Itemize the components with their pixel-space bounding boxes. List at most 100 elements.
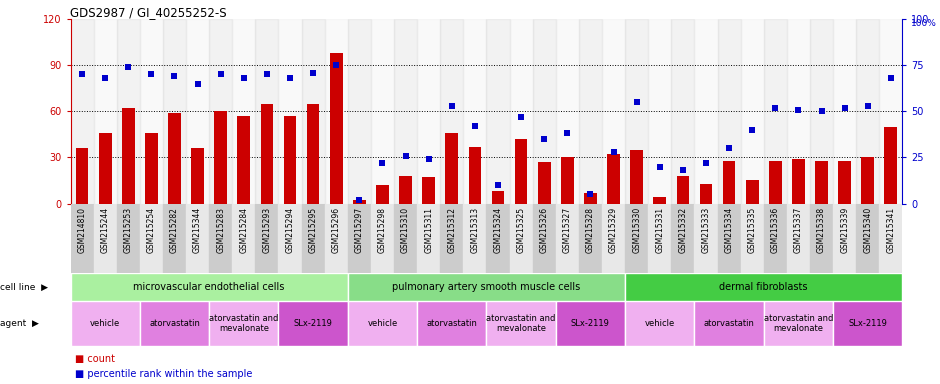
Bar (145, 133, 158, 204)
Text: GSM215335: GSM215335 (747, 207, 757, 253)
Bar (140, 204, 163, 273)
Point (513, 114, 528, 120)
Bar (168, 113, 180, 204)
Bar (607, 154, 619, 204)
Bar (214, 111, 227, 204)
Text: GSM215311: GSM215311 (424, 207, 433, 253)
Bar (306, 104, 320, 204)
Text: microvascular endothelial cells: microvascular endothelial cells (133, 282, 285, 292)
Bar (833, 19, 856, 204)
Text: 100%: 100% (911, 19, 936, 28)
Bar (509, 204, 533, 273)
Text: vehicle: vehicle (645, 319, 675, 328)
Bar (487, 204, 509, 273)
Text: GSM215298: GSM215298 (378, 207, 387, 253)
Bar (191, 148, 204, 204)
Text: cell line  ▶: cell line ▶ (0, 283, 48, 291)
Text: SLx-2119: SLx-2119 (848, 319, 887, 328)
Point (352, 197, 367, 203)
Text: GSM215340: GSM215340 (863, 207, 872, 253)
Bar (278, 204, 302, 273)
Bar (417, 19, 440, 204)
Bar (140, 301, 209, 346)
Bar (695, 204, 717, 273)
Point (652, 164, 667, 170)
Text: GSM215312: GSM215312 (447, 207, 456, 253)
Text: GSM215330: GSM215330 (633, 207, 641, 253)
Text: GSM215284: GSM215284 (240, 207, 248, 253)
Point (606, 149, 621, 155)
Bar (94, 19, 117, 204)
Bar (625, 204, 649, 273)
Bar (815, 161, 828, 204)
Point (698, 160, 713, 166)
Bar (533, 204, 556, 273)
Bar (833, 301, 902, 346)
Text: atorvastatin and
mevalonate: atorvastatin and mevalonate (486, 314, 556, 333)
Bar (400, 176, 412, 204)
Bar (256, 19, 278, 204)
Point (329, 62, 344, 68)
Point (213, 71, 228, 78)
Bar (792, 159, 805, 204)
Text: GDS2987 / GI_40255252-S: GDS2987 / GI_40255252-S (70, 6, 227, 19)
Bar (463, 19, 487, 204)
Bar (330, 53, 342, 204)
Bar (122, 108, 134, 204)
Text: GSM215325: GSM215325 (517, 207, 525, 253)
Point (190, 81, 205, 87)
Text: GSM215324: GSM215324 (494, 207, 503, 253)
Text: GSM215344: GSM215344 (193, 207, 202, 253)
Bar (561, 157, 573, 204)
Bar (579, 19, 602, 204)
Bar (653, 197, 666, 204)
Text: GSM215295: GSM215295 (308, 207, 318, 253)
Bar (631, 150, 643, 204)
Text: GSM215310: GSM215310 (401, 207, 410, 253)
Bar (394, 204, 417, 273)
Point (722, 145, 737, 151)
Point (421, 156, 436, 162)
Point (629, 99, 644, 105)
Bar (76, 148, 88, 204)
Bar (533, 19, 556, 204)
Text: ■ percentile rank within the sample: ■ percentile rank within the sample (75, 369, 253, 379)
Bar (838, 161, 851, 204)
Point (236, 75, 251, 81)
Text: SLx-2119: SLx-2119 (571, 319, 610, 328)
Bar (579, 204, 602, 273)
Bar (487, 301, 556, 346)
Text: atorvastatin: atorvastatin (704, 319, 755, 328)
Point (491, 182, 506, 188)
Text: atorvastatin and
mevalonate: atorvastatin and mevalonate (763, 314, 833, 333)
Bar (376, 185, 389, 204)
Text: GSM215339: GSM215339 (840, 207, 849, 253)
Bar (99, 133, 112, 204)
Text: GSM214810: GSM214810 (78, 207, 86, 253)
Bar (353, 200, 366, 204)
Bar (348, 204, 371, 273)
Point (120, 64, 135, 70)
Bar (70, 273, 348, 301)
Bar (509, 19, 533, 204)
Point (744, 127, 760, 133)
Bar (763, 204, 787, 273)
Bar (810, 19, 833, 204)
Bar (856, 204, 879, 273)
Bar (117, 19, 140, 204)
Bar (556, 301, 625, 346)
Text: GSM215297: GSM215297 (355, 207, 364, 253)
Text: GSM215334: GSM215334 (725, 207, 733, 253)
Point (860, 103, 875, 109)
Point (259, 71, 274, 78)
Bar (422, 177, 435, 204)
Bar (394, 19, 417, 204)
Bar (741, 204, 763, 273)
Text: GSM215254: GSM215254 (147, 207, 156, 253)
Text: GSM215327: GSM215327 (563, 207, 572, 253)
Bar (440, 204, 463, 273)
Bar (348, 273, 625, 301)
Bar (256, 204, 278, 273)
Text: GSM215244: GSM215244 (101, 207, 110, 253)
Bar (209, 204, 232, 273)
